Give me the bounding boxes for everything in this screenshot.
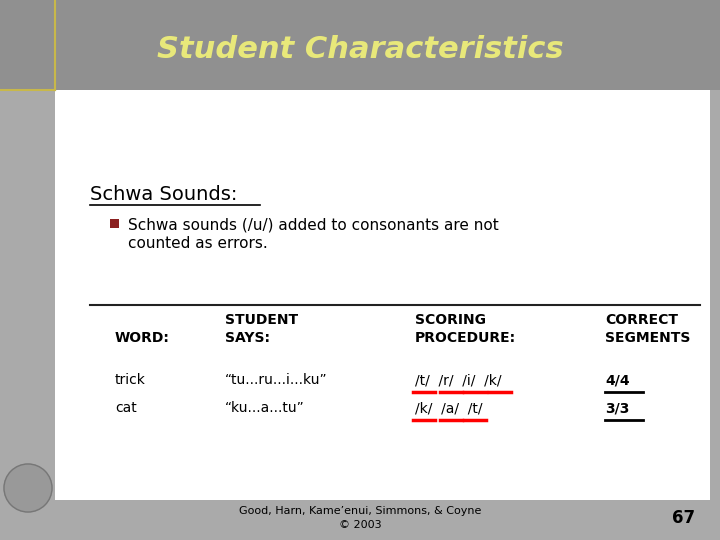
Text: “ku...a...tu”: “ku...a...tu” [225,401,305,415]
Text: Student Characteristics: Student Characteristics [157,36,563,64]
Bar [55,90,710,500]
Text: Good, Harn, Kame’enui, Simmons, & Coyne
© 2003: Good, Harn, Kame’enui, Simmons, & Coyne … [239,507,481,530]
Text: Schwa Sounds:: Schwa Sounds: [90,186,238,205]
Bar [110,219,119,228]
Text: cat: cat [115,401,137,415]
Bar [0,90,55,500]
Text: CORRECT: CORRECT [605,313,678,327]
Text: SEGMENTS: SEGMENTS [605,331,690,345]
Text: SCORING: SCORING [415,313,486,327]
Text: Schwa sounds (/u/) added to consonants are not: Schwa sounds (/u/) added to consonants a… [128,218,499,233]
Bar [0,500,720,540]
Bar [0,0,720,90]
Circle shape [4,464,52,512]
Text: trick: trick [115,373,146,387]
Text: SAYS:: SAYS: [225,331,270,345]
Text: PROCEDURE:: PROCEDURE: [415,331,516,345]
Text: “tu...ru...i...ku”: “tu...ru...i...ku” [225,373,328,387]
Text: 3/3: 3/3 [605,401,629,415]
Text: WORD:: WORD: [115,331,170,345]
Text: STUDENT: STUDENT [225,313,298,327]
Text: counted as errors.: counted as errors. [128,235,268,251]
Text: /t/  /r/  /i/  /k/: /t/ /r/ /i/ /k/ [415,373,502,387]
Text: 67: 67 [672,509,695,527]
Text: /k/  /a/  /t/: /k/ /a/ /t/ [415,401,482,415]
Text: 4/4: 4/4 [605,373,629,387]
